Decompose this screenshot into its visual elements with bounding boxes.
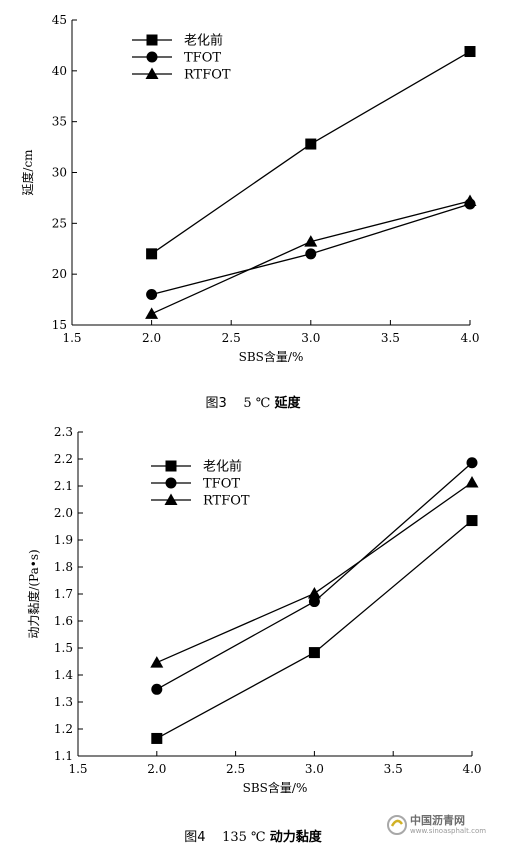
data-point-triangle [145,307,159,319]
y-tick-label: 30 [52,166,67,180]
y-tick-label: 1.3 [54,695,73,709]
data-point-square [151,732,163,744]
x-tick-label: 3.5 [384,762,403,776]
data-point-square [146,248,158,260]
series-circle [151,457,478,695]
legend: 老化前 TFOT RTFOT [151,459,250,509]
legend-label: TFOT [184,51,221,66]
y-tick-label: 40 [52,64,67,78]
data-point-square [308,647,320,659]
series-triangle [145,194,477,319]
series-square [151,515,478,744]
y-tick-label: 35 [52,115,67,129]
data-point-circle [146,289,158,300]
x-axis-label: SBS含量/% [243,780,308,795]
legend-label: RTFOT [184,68,231,83]
legend-marker-square [146,34,158,46]
y-tick-label: 2.1 [54,479,73,493]
data-point-circle [466,457,478,469]
data-point-triangle [463,194,477,206]
x-tick-label: 4.0 [460,331,479,345]
caption-temp: 135 ℃ [222,830,266,845]
watermark-swirl-icon [387,815,407,835]
series-square [146,46,476,260]
x-tick-label: 3.0 [301,331,320,345]
legend: 老化前 TFOT RTFOT [132,33,231,83]
legend-marker-circle [146,51,158,63]
data-point-circle [308,596,320,608]
chart-ductility: 15 20 25 30 35 40 45 1.5 2.0 2.5 3.0 3.5 4.0 SBS含量/% 延… [20,13,480,364]
y-tick-label: 45 [52,13,67,27]
data-point-square [464,46,476,58]
legend-label: 老化前 [203,459,242,475]
y-tick-label: 20 [52,267,67,281]
caption-temp: 5 ℃ [243,396,271,411]
legend-marker-circle [165,477,177,489]
legend-marker-triangle [145,67,159,79]
data-point-circle [151,683,163,695]
x-axis-label: SBS含量/% [239,349,304,364]
caption-prefix: 图3 [205,396,227,411]
caption-prefix: 图4 [184,830,206,845]
x-tick-label: 2.5 [222,331,241,345]
chart-viscosity: 1.1 1.2 1.3 1.4 1.5 1.6 1.7 1.8 1.9 2.0 2.1 2.2 2.3 1… [26,425,482,795]
caption-chart2: 图4 135 ℃ 动力黏度 [0,826,506,845]
y-tick-label: 1.9 [54,533,73,547]
x-tick-label: 1.5 [68,762,87,776]
y-tick-label: 25 [52,216,67,230]
y-tick-label: 2.2 [54,452,73,466]
series-line [156,481,473,664]
legend-label: TFOT [203,477,240,492]
y-tick-label: 1.4 [54,668,73,682]
watermark-url: www.sinoasphalt.com [410,827,487,835]
x-tick-label: 3.5 [381,331,400,345]
legend-label: 老化前 [184,33,223,49]
x-tick-label: 2.5 [226,762,245,776]
y-axis-label: 动力黏度/(Pa•s) [26,549,41,638]
x-tick-label: 2.0 [147,762,166,776]
x-tick-label: 4.0 [462,762,481,776]
data-point-square [466,515,478,527]
y-tick-label: 1.8 [54,560,73,574]
data-point-square [305,138,317,150]
y-tick-label: 1.2 [54,722,73,736]
y-tick-label: 1.7 [54,587,73,601]
caption-name: 动力黏度 [269,830,322,845]
x-tick-label: 1.5 [62,331,81,345]
caption-chart1: 图3 5 ℃ 延度 [0,392,506,411]
watermark-logo: 中国沥青网 www.sinoasphalt.com [386,810,496,844]
series-line [156,520,473,740]
y-tick-label: 2.0 [54,506,73,520]
series-triangle [150,475,479,668]
y-tick-label: 1.1 [54,749,73,763]
x-tick-label: 2.0 [142,331,161,345]
legend-marker-square [165,460,177,472]
y-tick-label: 2.3 [54,425,73,439]
y-tick-label: 1.5 [54,641,73,655]
watermark-text: 中国沥青网 [410,814,465,827]
x-tick-label: 3.0 [305,762,324,776]
y-tick-label: 15 [52,318,67,332]
legend-marker-triangle [164,493,178,505]
caption-name: 延度 [274,396,301,411]
data-point-circle [305,248,317,260]
data-point-triangle [307,586,321,599]
series-circle [146,198,476,300]
data-point-triangle [465,475,479,488]
legend-label: RTFOT [203,494,250,509]
y-tick-label: 1.6 [54,614,73,628]
data-point-triangle [150,656,164,668]
data-point-triangle [304,235,318,247]
y-axis-label: 延度/cm [20,149,35,196]
